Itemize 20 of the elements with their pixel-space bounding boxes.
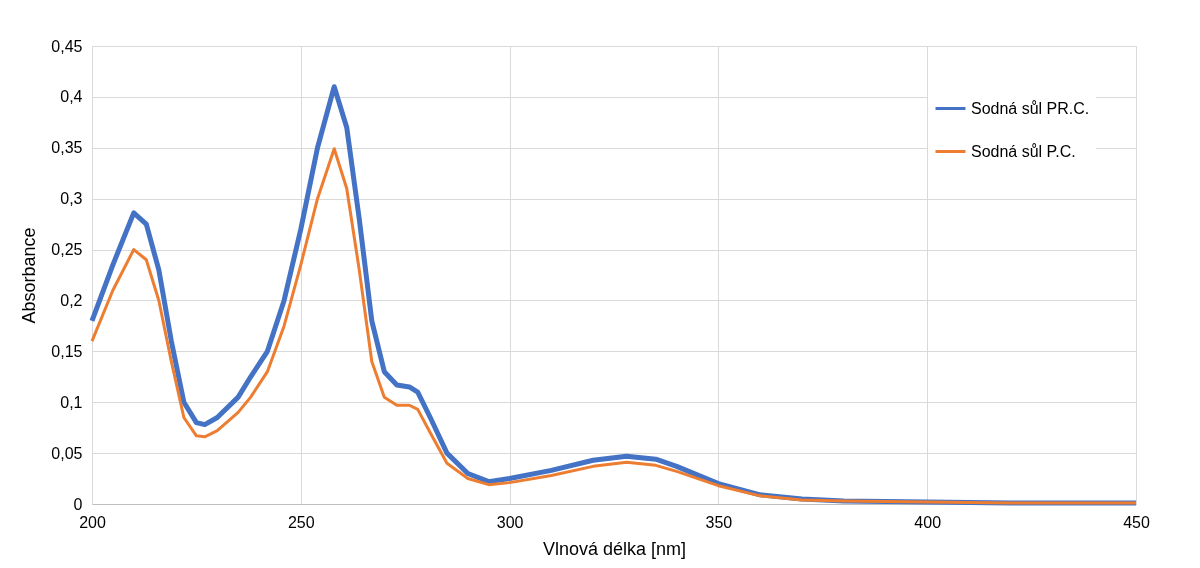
y-tick-label: 0,05 [51, 444, 83, 462]
legend-label: Sodná sůl P.C. [971, 142, 1076, 160]
y-tick-label: 0,35 [51, 139, 83, 157]
y-tick-label: 0,25 [51, 241, 83, 259]
legend-label: Sodná sůl PR.C. [971, 99, 1090, 117]
y-tick-label: 0,1 [60, 393, 83, 411]
y-tick-label: 0,4 [60, 88, 83, 106]
y-tick-label: 0,2 [60, 291, 83, 309]
y-tick-label: 0,45 [51, 37, 83, 55]
x-tick-label: 200 [79, 513, 106, 531]
x-tick-label: 300 [496, 513, 524, 531]
x-axis-title: Vlnová délka [nm] [542, 538, 687, 559]
x-tick-label: 450 [1123, 513, 1150, 531]
y-axis-title: Absorbance [19, 227, 40, 324]
x-tick-label: 400 [914, 513, 942, 531]
y-tick-label: 0,15 [51, 342, 83, 360]
x-tick-label: 350 [705, 513, 733, 531]
y-tick-label: 0 [73, 495, 83, 513]
y-tick-label: 0,3 [60, 190, 83, 208]
x-tick-label: 250 [287, 513, 315, 531]
